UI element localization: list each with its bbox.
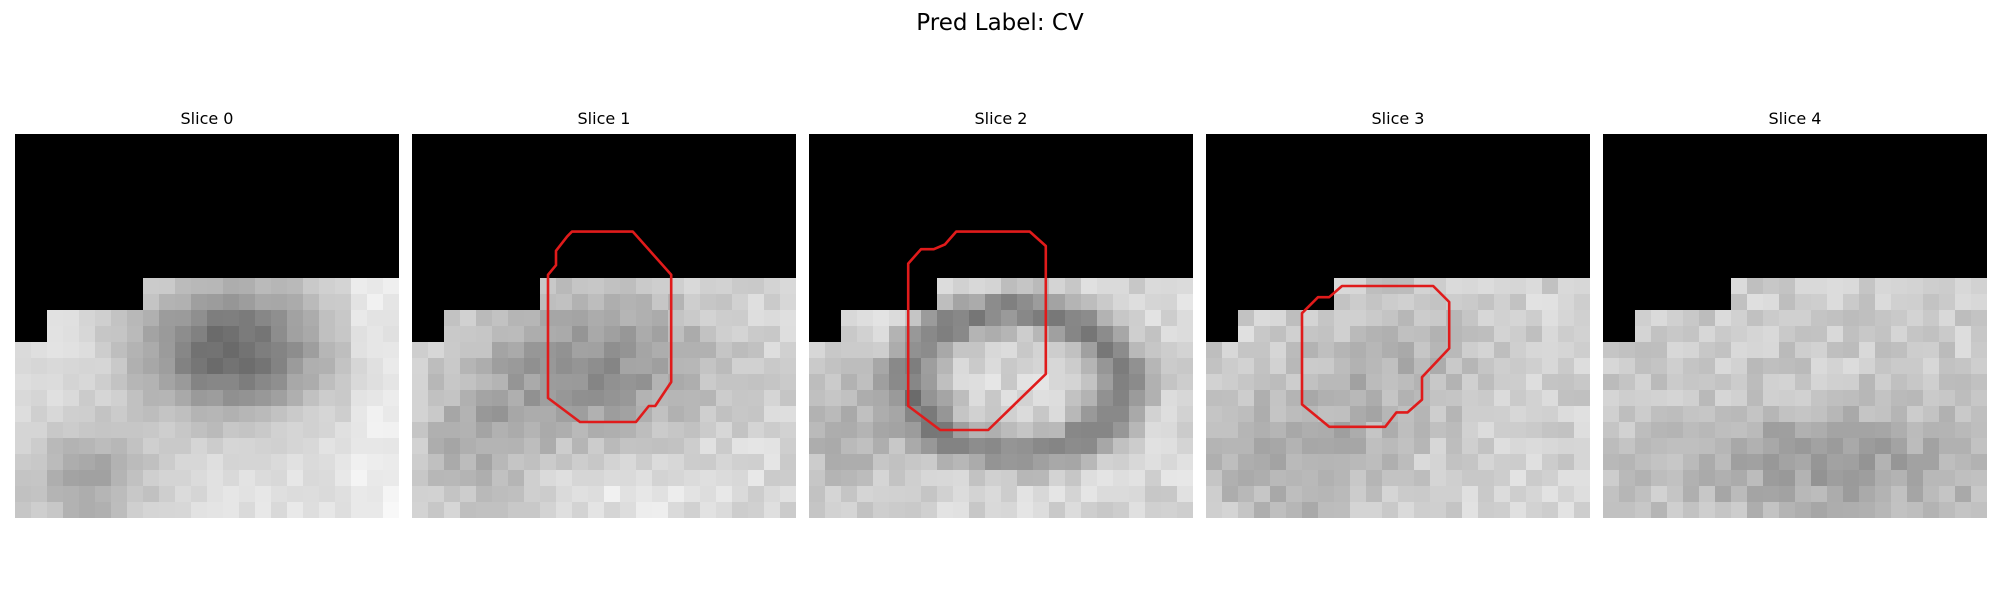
- slice-title: Slice 1: [577, 109, 631, 128]
- slice-title: Slice 0: [180, 109, 234, 128]
- slice-panel-4: Slice 4: [1603, 104, 1987, 518]
- slice-title: Slice 3: [1371, 109, 1425, 128]
- slice-image: [412, 134, 796, 518]
- slice-title: Slice 4: [1768, 109, 1822, 128]
- figure-title: Pred Label: CV: [916, 10, 1084, 36]
- slice-image: [1206, 134, 1590, 518]
- slice-panel-1: Slice 1: [412, 104, 796, 518]
- slice-panel-0: Slice 0: [15, 104, 399, 518]
- slice-panel-3: Slice 3: [1206, 104, 1590, 518]
- prediction-contour: [1300, 284, 1451, 429]
- prediction-contour: [546, 230, 673, 424]
- slice-panel-2: Slice 2: [809, 104, 1193, 518]
- slice-image: [15, 134, 399, 518]
- slice-image: [1603, 134, 1987, 518]
- slice-image: [809, 134, 1193, 518]
- prediction-contour: [906, 230, 1048, 432]
- slice-title: Slice 2: [974, 109, 1028, 128]
